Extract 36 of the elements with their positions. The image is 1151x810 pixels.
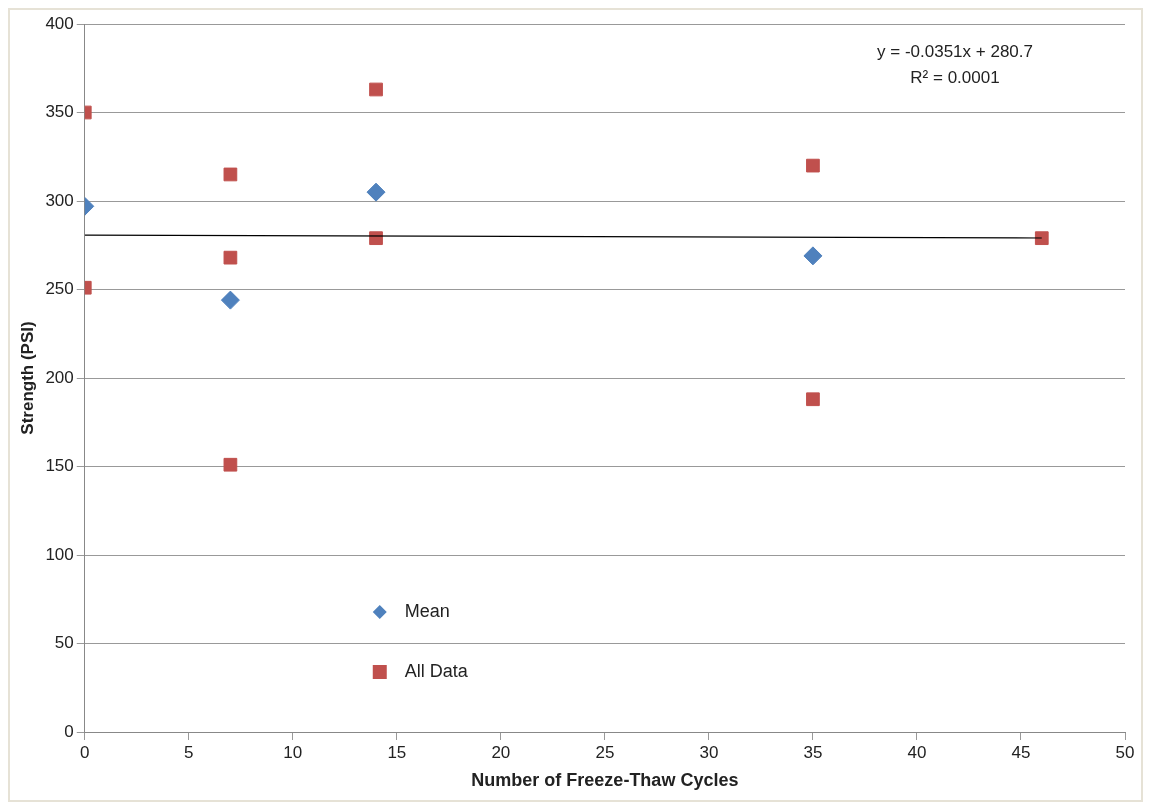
annotation: y = -0.0351x + 280.7	[877, 41, 1033, 61]
point	[223, 457, 238, 472]
x-tick-label: 40	[907, 742, 927, 762]
y-tick-label: 200	[45, 367, 74, 387]
x-tick-label: 20	[491, 742, 511, 762]
y-tick-label: 350	[45, 102, 74, 122]
x-tick-label: 50	[1115, 742, 1135, 762]
y-tick-label: 100	[45, 544, 74, 564]
point	[1034, 231, 1049, 246]
point	[806, 392, 820, 407]
x-tick-label: 15	[387, 742, 407, 762]
y-axis-title: Strength (PSI)	[17, 321, 37, 435]
point	[369, 82, 383, 97]
x-tick-label: 5	[184, 742, 194, 762]
x-tick-label: 25	[595, 742, 615, 762]
y-tick-label: 150	[45, 456, 74, 476]
x-tick-label: 0	[80, 742, 90, 762]
legend-label: Mean	[404, 600, 450, 621]
x-tick-label: 10	[283, 742, 303, 762]
x-tick-label: 30	[699, 742, 719, 762]
point	[220, 290, 240, 310]
point	[803, 246, 823, 266]
point	[366, 182, 386, 202]
y-tick-label: 250	[45, 279, 74, 299]
x-tick-label: 45	[1011, 742, 1031, 762]
x-tick-label: 35	[803, 742, 823, 762]
annotation: R² = 0.0001	[910, 67, 1000, 87]
y-tick-label: 400	[45, 13, 74, 33]
y-tick-label: 50	[54, 633, 74, 653]
y-tick-label: 300	[45, 190, 74, 210]
legend-label: All Data	[404, 660, 469, 681]
point	[223, 250, 238, 265]
x-axis-title: Number of Freeze-Thaw Cycles	[471, 770, 739, 791]
point	[223, 167, 238, 182]
point	[806, 158, 820, 173]
y-tick-label: 0	[64, 721, 74, 741]
